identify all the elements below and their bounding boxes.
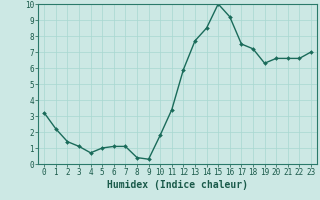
X-axis label: Humidex (Indice chaleur): Humidex (Indice chaleur) — [107, 180, 248, 190]
